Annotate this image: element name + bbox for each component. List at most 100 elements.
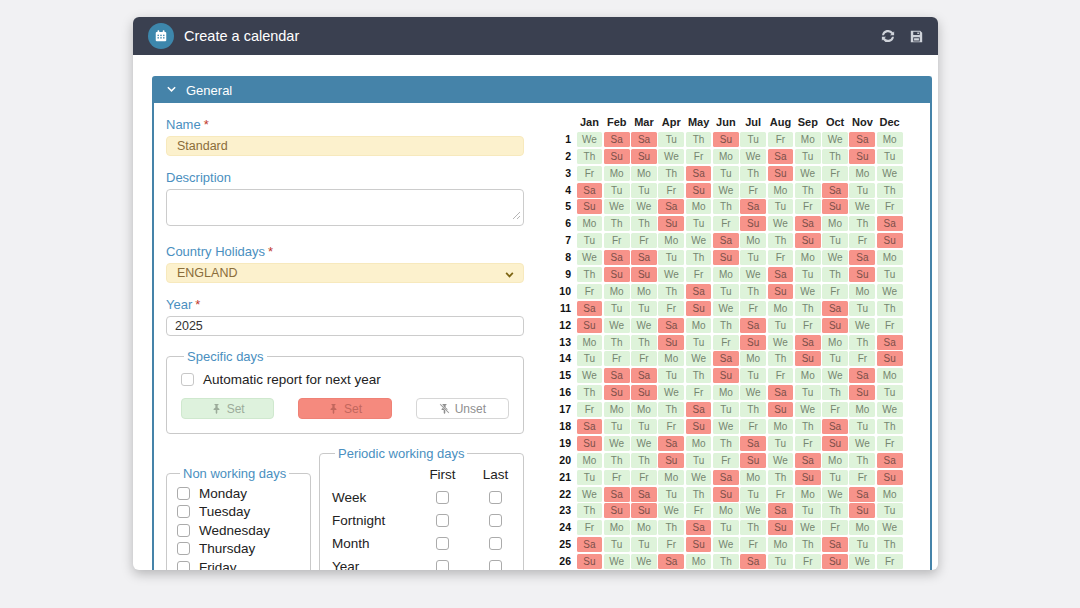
calendar-day-cell[interactable]: Sa	[877, 335, 903, 350]
calendar-day-cell[interactable]: Th	[686, 250, 712, 265]
calendar-day-cell[interactable]: Tu	[577, 351, 603, 366]
calendar-day-cell[interactable]: Th	[713, 436, 739, 451]
monday-checkbox[interactable]	[177, 487, 190, 500]
calendar-day-cell[interactable]: Tu	[795, 503, 821, 518]
calendar-day-cell[interactable]: Mo	[577, 335, 603, 350]
calendar-day-cell[interactable]: Su	[849, 149, 875, 164]
calendar-day-cell[interactable]: Fr	[768, 250, 794, 265]
description-textarea[interactable]	[166, 189, 524, 226]
calendar-day-cell[interactable]: Mo	[849, 520, 875, 535]
year-last-checkbox[interactable]	[489, 560, 502, 570]
calendar-day-cell[interactable]: Tu	[631, 537, 657, 552]
calendar-day-cell[interactable]: Su	[604, 149, 630, 164]
calendar-day-cell[interactable]: Mo	[604, 520, 630, 535]
calendar-day-cell[interactable]: Tu	[577, 233, 603, 248]
calendar-day-cell[interactable]: We	[822, 132, 848, 147]
calendar-day-cell[interactable]: Sa	[713, 233, 739, 248]
calendar-day-cell[interactable]: Tu	[822, 233, 848, 248]
calendar-day-cell[interactable]: Su	[686, 419, 712, 434]
calendar-day-cell[interactable]: Fr	[658, 301, 684, 316]
calendar-day-cell[interactable]: Sa	[631, 250, 657, 265]
calendar-day-cell[interactable]: Tu	[686, 335, 712, 350]
calendar-day-cell[interactable]: Tu	[713, 402, 739, 417]
calendar-day-cell[interactable]: We	[713, 301, 739, 316]
calendar-day-cell[interactable]: Th	[631, 335, 657, 350]
calendar-day-cell[interactable]: Th	[877, 183, 903, 198]
calendar-day-cell[interactable]: We	[631, 199, 657, 214]
calendar-day-cell[interactable]: Tu	[877, 385, 903, 400]
calendar-day-cell[interactable]: Sa	[768, 267, 794, 282]
calendar-day-cell[interactable]: Mo	[877, 487, 903, 502]
calendar-day-cell[interactable]: Su	[658, 216, 684, 231]
calendar-day-cell[interactable]: Su	[849, 503, 875, 518]
calendar-day-cell[interactable]: Fr	[713, 335, 739, 350]
calendar-day-cell[interactable]: Fr	[686, 149, 712, 164]
calendar-day-cell[interactable]: Sa	[577, 301, 603, 316]
calendar-day-cell[interactable]: Su	[713, 132, 739, 147]
calendar-day-cell[interactable]: Sa	[740, 318, 766, 333]
calendar-day-cell[interactable]: Th	[740, 402, 766, 417]
calendar-day-cell[interactable]: We	[849, 318, 875, 333]
calendar-day-cell[interactable]: Su	[768, 284, 794, 299]
calendar-day-cell[interactable]: Su	[686, 301, 712, 316]
calendar-day-cell[interactable]: We	[604, 554, 630, 569]
calendar-day-cell[interactable]: Th	[877, 301, 903, 316]
calendar-day-cell[interactable]: Sa	[849, 368, 875, 383]
calendar-day-cell[interactable]: Tu	[795, 385, 821, 400]
calendar-day-cell[interactable]: Fr	[658, 419, 684, 434]
calendar-day-cell[interactable]: Mo	[740, 351, 766, 366]
calendar-day-cell[interactable]: Fr	[877, 554, 903, 569]
calendar-day-cell[interactable]: We	[658, 149, 684, 164]
calendar-day-cell[interactable]: Tu	[658, 487, 684, 502]
calendar-day-cell[interactable]: Fr	[577, 520, 603, 535]
calendar-day-cell[interactable]: Mo	[658, 351, 684, 366]
calendar-day-cell[interactable]: Mo	[849, 402, 875, 417]
calendar-day-cell[interactable]: Sa	[604, 368, 630, 383]
calendar-day-cell[interactable]: Sa	[658, 554, 684, 569]
calendar-day-cell[interactable]: Th	[686, 487, 712, 502]
calendar-day-cell[interactable]: Tu	[713, 284, 739, 299]
calendar-day-cell[interactable]: We	[604, 199, 630, 214]
calendar-day-cell[interactable]: Sa	[713, 470, 739, 485]
calendar-day-cell[interactable]: Tu	[849, 183, 875, 198]
calendar-day-cell[interactable]: We	[686, 351, 712, 366]
calendar-day-cell[interactable]: We	[822, 487, 848, 502]
calendar-day-cell[interactable]: Mo	[686, 318, 712, 333]
calendar-day-cell[interactable]: Mo	[822, 453, 848, 468]
calendar-day-cell[interactable]: Tu	[768, 554, 794, 569]
week-first-checkbox[interactable]	[436, 491, 449, 504]
calendar-day-cell[interactable]: Mo	[686, 436, 712, 451]
calendar-day-cell[interactable]: Th	[822, 267, 848, 282]
calendar-day-cell[interactable]: Sa	[604, 487, 630, 502]
calendar-day-cell[interactable]: Tu	[658, 368, 684, 383]
calendar-day-cell[interactable]: Sa	[795, 335, 821, 350]
calendar-day-cell[interactable]: Mo	[577, 453, 603, 468]
calendar-day-cell[interactable]: Mo	[740, 233, 766, 248]
calendar-day-cell[interactable]: Th	[795, 183, 821, 198]
calendar-day-cell[interactable]: Tu	[877, 267, 903, 282]
calendar-day-cell[interactable]: Tu	[713, 166, 739, 181]
calendar-day-cell[interactable]: Fr	[658, 183, 684, 198]
calendar-day-cell[interactable]: Sa	[577, 537, 603, 552]
calendar-day-cell[interactable]: Su	[740, 453, 766, 468]
calendar-day-cell[interactable]: We	[768, 216, 794, 231]
month-first-checkbox[interactable]	[436, 537, 449, 550]
calendar-day-cell[interactable]: Su	[740, 335, 766, 350]
calendar-day-cell[interactable]: Fr	[877, 318, 903, 333]
calendar-day-cell[interactable]: Mo	[768, 301, 794, 316]
calendar-day-cell[interactable]: Sa	[849, 250, 875, 265]
calendar-day-cell[interactable]: Fr	[795, 318, 821, 333]
fortnight-last-checkbox[interactable]	[489, 514, 502, 527]
calendar-day-cell[interactable]: Sa	[658, 436, 684, 451]
calendar-day-cell[interactable]: We	[686, 470, 712, 485]
calendar-day-cell[interactable]: Th	[795, 301, 821, 316]
calendar-day-cell[interactable]: Th	[822, 503, 848, 518]
calendar-day-cell[interactable]: We	[740, 267, 766, 282]
calendar-day-cell[interactable]: Tu	[849, 419, 875, 434]
calendar-day-cell[interactable]: Su	[795, 351, 821, 366]
calendar-day-cell[interactable]: Mo	[822, 335, 848, 350]
calendar-day-cell[interactable]: Sa	[768, 503, 794, 518]
calendar-day-cell[interactable]: Th	[795, 419, 821, 434]
calendar-day-cell[interactable]: Fr	[577, 166, 603, 181]
calendar-day-cell[interactable]: We	[795, 520, 821, 535]
